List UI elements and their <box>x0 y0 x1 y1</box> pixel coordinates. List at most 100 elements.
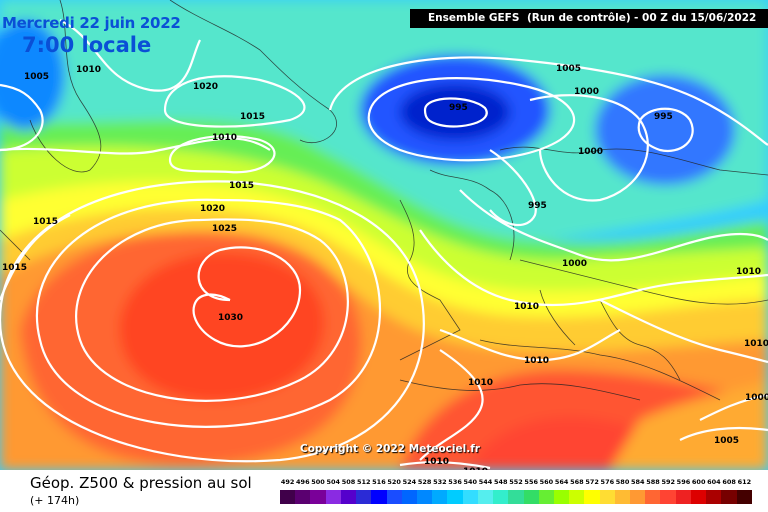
scale-label: 580 <box>615 478 630 486</box>
isobar-1005-se <box>679 426 768 441</box>
scale-label: 588 <box>646 478 660 486</box>
isobar-1020 <box>35 198 382 428</box>
scale-swatch <box>432 490 448 504</box>
scale-label: 592 <box>661 478 676 486</box>
scale-swatch <box>721 490 737 504</box>
isobar-label: 1010 <box>514 302 539 312</box>
scale-label: 544 <box>478 478 493 486</box>
isobar-label: 1010 <box>424 457 449 467</box>
scale-swatch <box>690 490 707 504</box>
scale-swatch <box>508 490 524 504</box>
isobar-label: 995 <box>449 103 468 113</box>
isobar-995-east <box>637 107 694 153</box>
isobar-1000-se <box>699 393 768 421</box>
isobar-1015-west <box>0 137 271 301</box>
scale-swatch <box>614 490 631 504</box>
scale-label: 520 <box>387 478 401 486</box>
legend-lead-time: (+ 174h) <box>30 494 80 507</box>
isobar-labels: 1005 1010 1020 1015 1010 1015 1020 1025 … <box>2 64 768 470</box>
scale-swatch <box>340 490 357 504</box>
isobar-label: 1000 <box>745 393 768 403</box>
isobar-1030 <box>192 246 302 348</box>
isobar-1010-cent <box>419 229 768 307</box>
weather-map: 1005 1010 1020 1015 1010 1015 1020 1025 … <box>0 0 768 470</box>
scale-swatch <box>538 490 554 504</box>
isobar-label: 1010 <box>524 356 549 366</box>
run-info-box: Ensemble GEFS (Run de contrôle) - 00 Z d… <box>410 9 768 28</box>
scale-swatch <box>569 490 585 504</box>
scale-swatch <box>553 490 570 504</box>
run-init: - 00 Z du 15/06/2022 <box>634 12 757 24</box>
scale-label: 564 <box>554 478 569 486</box>
forecast-time: 7:00 locale <box>22 33 152 57</box>
isobar-label: 1020 <box>193 82 218 92</box>
scale-label: 568 <box>570 478 584 486</box>
land-masses <box>0 0 768 401</box>
isobar-label: 1010 <box>736 267 761 277</box>
isobar-1025 <box>75 218 349 402</box>
isobar-label: 1000 <box>578 147 603 157</box>
isobar-1010-east <box>599 299 768 364</box>
scale-label: 496 <box>296 478 310 486</box>
scale-swatch <box>416 490 433 504</box>
scale-label: 576 <box>600 478 615 486</box>
run-type: (Run de contrôle) <box>527 12 631 24</box>
scale-swatch <box>356 490 372 504</box>
isobar-label: 1015 <box>229 181 254 191</box>
isobar-1010-bottom <box>399 461 491 470</box>
map-canvas: 1005 1010 1020 1015 1010 1015 1020 1025 … <box>0 0 768 470</box>
isobar-label: 1010 <box>463 467 488 470</box>
isobar-label: 1005 <box>556 64 581 74</box>
scale-label: 492 <box>280 478 295 486</box>
scale-label: 548 <box>493 478 508 486</box>
scale-swatch <box>645 490 661 504</box>
scale-label: 600 <box>691 478 706 486</box>
isobar-label: 1015 <box>240 112 265 122</box>
isobar-label: 1015 <box>2 263 27 273</box>
isobar-1000-east <box>529 94 649 202</box>
isobar-label: 1005 <box>24 72 49 82</box>
scale-label: 612 <box>737 478 752 486</box>
scale-swatch <box>386 490 402 504</box>
scale-label: 516 <box>372 478 386 486</box>
scale-swatch <box>401 490 417 504</box>
color-scale-labels: 492 496 500 504 508 512 516 520 524 528 532 536 540 5… <box>280 478 752 490</box>
scale-label: 560 <box>539 478 554 486</box>
scale-swatch <box>523 490 539 504</box>
scale-swatch <box>325 490 341 504</box>
model-name: Ensemble GEFS <box>428 12 520 24</box>
isobar-1010-nw <box>59 19 201 92</box>
isobar-1000-low <box>367 77 575 162</box>
isobar-1005-north <box>328 56 768 146</box>
isobar-label: 1010 <box>76 65 101 75</box>
isobar-label: 1020 <box>200 204 225 214</box>
scale-label: 512 <box>356 478 371 486</box>
scale-label: 556 <box>524 478 538 486</box>
isobar-995-south <box>489 149 537 226</box>
scale-swatch <box>660 490 676 504</box>
isobar-label: 995 <box>654 112 673 122</box>
scale-label: 540 <box>463 478 478 486</box>
isobar-1020-north <box>163 75 306 128</box>
isobar-995-core <box>423 97 488 128</box>
isobar-1000-south <box>459 189 768 262</box>
isobar-label: 1025 <box>212 224 237 234</box>
scale-swatch <box>280 490 296 504</box>
legend-title: Géop. Z500 & pression au sol <box>30 474 252 492</box>
color-scale-bar <box>280 490 752 504</box>
scale-label: 504 <box>326 478 341 486</box>
scale-swatch <box>584 490 600 504</box>
scale-swatch <box>706 490 722 504</box>
scale-label: 596 <box>676 478 691 486</box>
scale-label: 536 <box>448 478 462 486</box>
copyright-text: Copyright © 2022 Meteociel.fr <box>300 443 480 455</box>
scale-swatch <box>462 490 478 504</box>
scale-label: 528 <box>417 478 432 486</box>
isobar-label: 1010 <box>744 339 768 349</box>
isobar-1010-mid <box>168 134 276 174</box>
scale-label: 552 <box>509 478 523 486</box>
scale-swatch <box>493 490 509 504</box>
isobar-label: 1015 <box>33 217 58 227</box>
geopotential-field <box>0 0 768 470</box>
isobar-label: 1000 <box>562 259 587 269</box>
